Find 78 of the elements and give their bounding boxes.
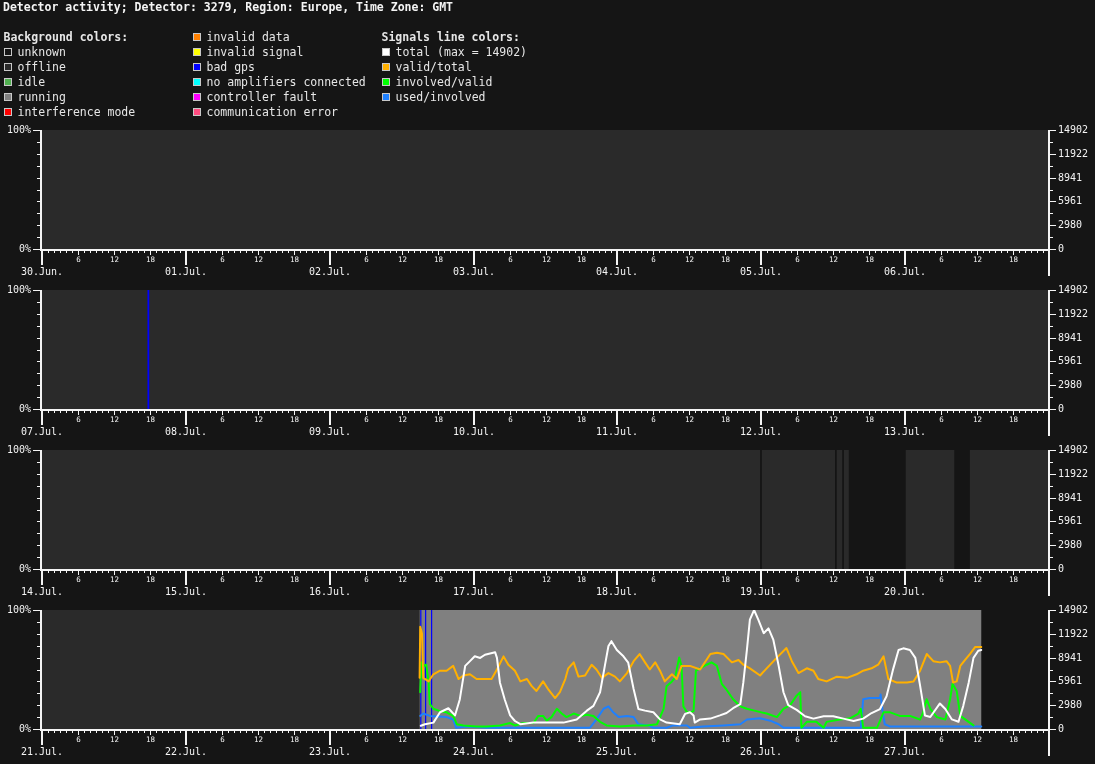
category-label: communication error — [206, 104, 339, 119]
y2-tick-label: 2980 — [1058, 699, 1083, 711]
x2-tick-label: 13.Jul. — [883, 425, 927, 437]
x2-tick-label: 17.Jul. — [452, 585, 496, 597]
x2-tick-label: 22.Jul. — [164, 745, 208, 757]
legend-title: Signals line colors: — [381, 29, 521, 44]
y2-tick-label: 8941 — [1058, 652, 1083, 664]
category-label: interference mode — [17, 104, 136, 119]
y2-tick-label: 14902 — [1058, 444, 1089, 456]
y-tick-label: 0% — [18, 403, 31, 415]
y-tick-label: 100% — [6, 604, 31, 616]
category-label: controller fault — [206, 89, 318, 104]
category-label: invalid signal — [206, 44, 304, 59]
x2-tick-label: 18.Jul. — [595, 585, 639, 597]
y2-tick-label: 0 — [1058, 403, 1065, 415]
y-tick-label: 0% — [18, 243, 31, 255]
x2-tick-label: 24.Jul. — [452, 745, 496, 757]
legend-label: involved/valid — [395, 74, 493, 89]
x2-tick-label: 19.Jul. — [739, 585, 783, 597]
text: Detector activity; Detector: 3279, Region: Europe, Time Zone: GMT — [3, 0, 454, 15]
y2-tick-label: 2980 — [1058, 219, 1083, 231]
y2-tick-label: 11922 — [1058, 308, 1089, 320]
x2-tick-label: 26.Jul. — [739, 745, 783, 757]
y2-tick-label: 14902 — [1058, 124, 1089, 136]
x2-tick-label: 10.Jul. — [452, 425, 496, 437]
x2-tick-label: 03.Jul. — [452, 265, 496, 277]
legend-label: used/involved — [395, 89, 486, 104]
y-tick-label: 100% — [6, 284, 31, 296]
y2-tick-label: 5961 — [1058, 515, 1083, 527]
legend-label: total (max = 14902) — [395, 44, 528, 59]
x2-tick-label: 20.Jul. — [883, 585, 927, 597]
category-label: bad gps — [206, 59, 255, 74]
y-tick-label: 100% — [6, 444, 31, 456]
y2-tick-label: 5961 — [1058, 675, 1083, 687]
x2-tick-label: 25.Jul. — [595, 745, 639, 757]
x2-tick-label: 09.Jul. — [308, 425, 352, 437]
category-label: invalid data — [206, 29, 290, 44]
x2-tick-label: 30.Jun. — [20, 265, 64, 277]
y2-tick-label: 8941 — [1058, 492, 1083, 504]
y2-tick-label: 0 — [1058, 723, 1065, 735]
x2-tick-label: 06.Jul. — [883, 265, 927, 277]
y2-tick-label: 11922 — [1058, 148, 1089, 160]
y2-tick-label: 14902 — [1058, 604, 1089, 616]
y2-tick-label: 8941 — [1058, 172, 1083, 184]
x2-tick-label: 23.Jul. — [308, 745, 352, 757]
x2-tick-label: 04.Jul. — [595, 265, 639, 277]
x2-tick-label: 07.Jul. — [20, 425, 64, 437]
y2-tick-label: 11922 — [1058, 628, 1089, 640]
y2-tick-label: 0 — [1058, 563, 1065, 575]
y2-tick-label: 5961 — [1058, 355, 1083, 367]
x2-tick-label: 27.Jul. — [883, 745, 927, 757]
y2-tick-label: 14902 — [1058, 284, 1089, 296]
x2-tick-label: 08.Jul. — [164, 425, 208, 437]
y2-tick-label: 5961 — [1058, 195, 1083, 207]
category-label: no amplifiers connected — [206, 74, 366, 89]
y-tick-label: 100% — [6, 124, 31, 136]
x2-tick-label: 16.Jul. — [308, 585, 352, 597]
y2-tick-label: 11922 — [1058, 468, 1089, 480]
x2-tick-label: 05.Jul. — [739, 265, 783, 277]
category-label: idle — [17, 74, 46, 89]
x2-tick-label: 15.Jul. — [164, 585, 208, 597]
y2-tick-label: 0 — [1058, 243, 1065, 255]
x2-tick-label: 14.Jul. — [20, 585, 64, 597]
legend-title: Background colors: — [3, 29, 130, 44]
y-tick-label: 0% — [18, 563, 31, 575]
y2-tick-label: 2980 — [1058, 539, 1083, 551]
x2-tick-label: 12.Jul. — [739, 425, 783, 437]
category-label: offline — [17, 59, 66, 74]
legend-label: valid/total — [395, 59, 472, 74]
category-label: running — [17, 89, 66, 104]
y-tick-label: 0% — [18, 723, 31, 735]
x2-tick-label: 21.Jul. — [20, 745, 64, 757]
x2-tick-label: 11.Jul. — [595, 425, 639, 437]
y2-tick-label: 8941 — [1058, 332, 1083, 344]
x2-tick-label: 01.Jul. — [164, 265, 208, 277]
category-label: unknown — [17, 44, 66, 59]
x2-tick-label: 02.Jul. — [308, 265, 352, 277]
y2-tick-label: 2980 — [1058, 379, 1083, 391]
